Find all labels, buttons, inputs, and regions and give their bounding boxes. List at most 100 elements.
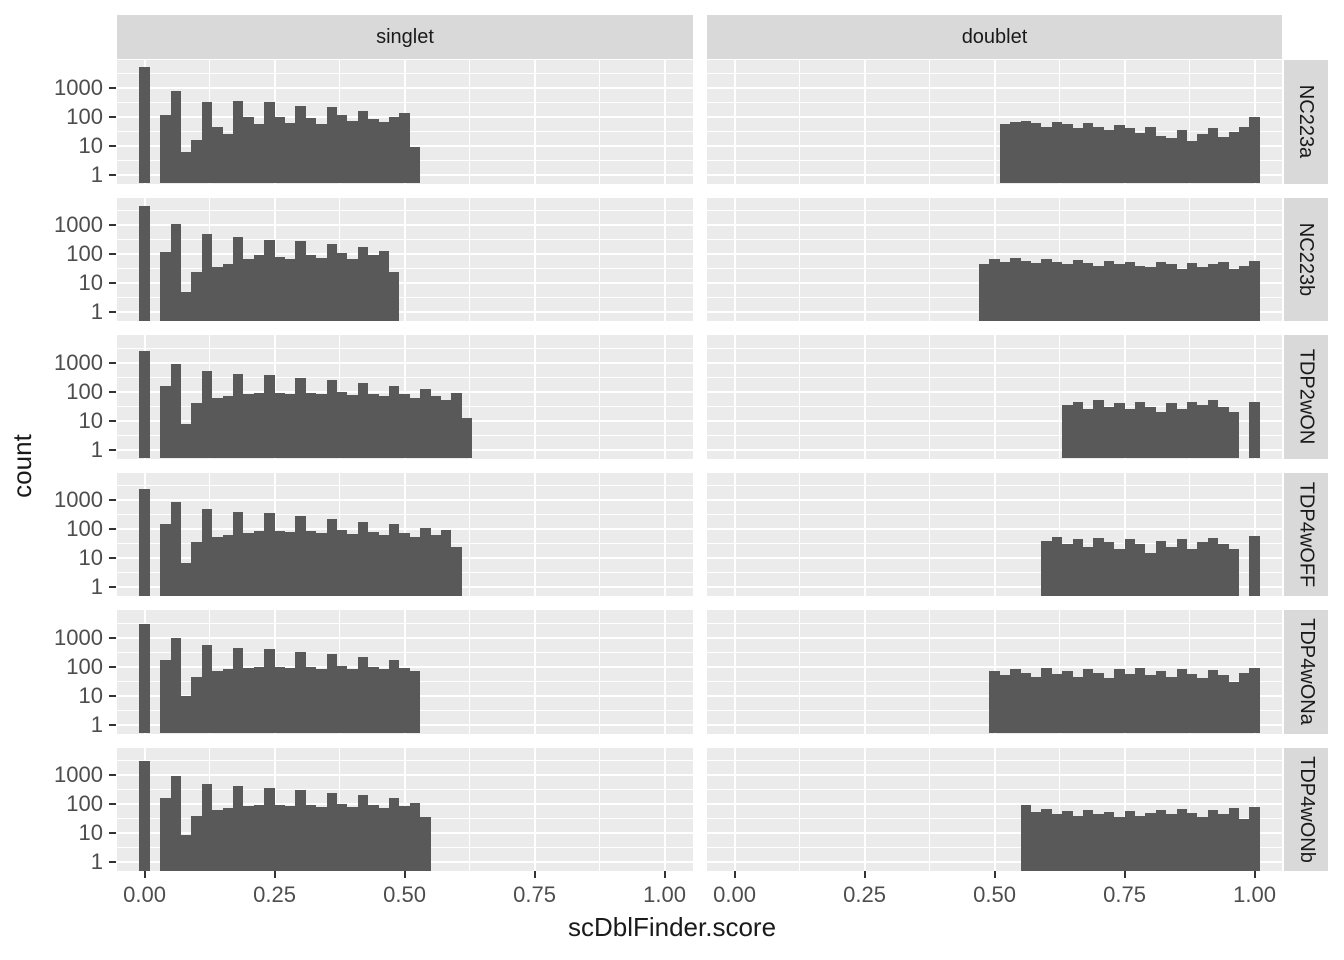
- y-tick-mark: [109, 282, 116, 285]
- gridline-minor: [799, 610, 801, 734]
- histogram-bar: [1166, 138, 1177, 184]
- histogram-bar: [1103, 129, 1115, 184]
- gridline-minor: [469, 197, 471, 321]
- histogram-bar: [201, 101, 213, 184]
- histogram-bar: [326, 654, 337, 734]
- histogram-bar: [1041, 667, 1052, 734]
- gridline-minor: [799, 335, 801, 459]
- histogram-bar: [212, 809, 223, 871]
- histogram-bar: [1093, 537, 1104, 596]
- y-tick-mark: [109, 723, 116, 726]
- histogram-bar: [1062, 810, 1073, 871]
- facet-strip-singlet: singlet: [117, 15, 693, 59]
- histogram-bar: [243, 394, 254, 459]
- histogram-bar: [295, 106, 306, 184]
- histogram-bar: [274, 666, 285, 734]
- histogram-bar: [1072, 815, 1083, 871]
- histogram-bar: [420, 389, 431, 459]
- histogram-bar: [285, 531, 296, 596]
- panel-TDP4wONa-singlet: [117, 610, 693, 734]
- y-tick-mark: [109, 253, 116, 256]
- gridline-major: [863, 335, 866, 459]
- x-tick-mark: [273, 871, 276, 878]
- histogram-bar: [1166, 403, 1177, 459]
- x-tick-label: 0.00: [123, 882, 166, 907]
- y-tick-label: 10: [78, 407, 103, 433]
- histogram-bar: [399, 394, 410, 459]
- gridline-major: [863, 610, 866, 734]
- histogram-bar: [305, 117, 317, 184]
- histogram-bar: [1124, 128, 1135, 184]
- facet-row-label: NC223a: [1295, 85, 1318, 159]
- histogram-bar: [989, 671, 1000, 734]
- histogram-bar: [243, 667, 254, 734]
- histogram-bar: [1103, 811, 1115, 871]
- histogram-bar: [1051, 814, 1063, 871]
- gridline-minor: [929, 335, 931, 459]
- histogram-bar: [1020, 804, 1031, 871]
- gridline-minor: [599, 472, 601, 596]
- histogram-bar: [1114, 669, 1125, 734]
- histogram-bar: [295, 241, 306, 321]
- y-tick-label: 1: [90, 849, 103, 875]
- histogram-bar: [170, 502, 181, 596]
- gridline-minor: [599, 747, 601, 871]
- histogram-bar: [378, 534, 389, 596]
- histogram-bar: [1051, 122, 1063, 184]
- histogram-bar: [1197, 678, 1208, 734]
- histogram-bar: [295, 651, 306, 734]
- gridline-major: [1123, 197, 1126, 321]
- histogram-bar: [305, 254, 317, 321]
- histogram-bar: [1010, 257, 1021, 321]
- x-tick-mark: [403, 871, 406, 878]
- histogram-bar: [285, 393, 296, 459]
- histogram-bar: [316, 394, 327, 459]
- histogram-bar: [1062, 124, 1073, 184]
- gridline-major: [1123, 472, 1126, 596]
- histogram-bar: [1218, 261, 1229, 321]
- histogram-bar: [409, 536, 421, 596]
- y-tick-mark: [109, 774, 116, 777]
- y-tick-label: 100: [66, 791, 103, 817]
- histogram-bar: [222, 396, 233, 459]
- panel-TDP4wONb-doublet: [707, 747, 1282, 871]
- gridline-minor: [799, 472, 801, 596]
- x-tick-label: 0.25: [843, 882, 886, 907]
- histogram-bar: [160, 385, 171, 459]
- histogram-bar: [170, 363, 181, 459]
- histogram-bar: [1239, 126, 1250, 184]
- histogram-bar: [378, 669, 389, 734]
- histogram-bar: [285, 123, 296, 184]
- histogram-bar: [274, 116, 285, 184]
- gridline-minor: [799, 60, 801, 184]
- y-tick-mark: [109, 499, 116, 502]
- histogram-bar: [316, 124, 327, 184]
- y-tick-mark: [109, 832, 116, 835]
- y-tick-mark: [109, 311, 116, 314]
- histogram-bar: [1249, 401, 1260, 459]
- gridline-major: [863, 747, 866, 871]
- gridline-major: [663, 60, 666, 184]
- gridline-major: [863, 60, 866, 184]
- histogram-bar: [1124, 539, 1135, 596]
- histogram-bar: [368, 667, 379, 734]
- histogram-bar: [212, 267, 223, 321]
- histogram-bar: [222, 807, 233, 871]
- histogram-bar: [1041, 258, 1052, 321]
- histogram-bar: [295, 790, 306, 871]
- histogram-bar: [1062, 671, 1073, 734]
- histogram-bar: [389, 659, 400, 734]
- histogram-bar: [1228, 131, 1239, 184]
- histogram-bar: [368, 118, 379, 184]
- histogram-bar: [1020, 121, 1031, 184]
- panel-TDP4wONb-singlet: [117, 747, 693, 871]
- histogram-bar: [1145, 553, 1156, 596]
- histogram-bar: [1093, 673, 1104, 734]
- histogram-bar: [430, 534, 441, 596]
- histogram-bar: [1031, 811, 1042, 871]
- gridline-major: [403, 197, 406, 321]
- histogram-bar: [326, 518, 337, 596]
- histogram-bar: [409, 802, 421, 871]
- x-tick-mark: [1123, 871, 1126, 878]
